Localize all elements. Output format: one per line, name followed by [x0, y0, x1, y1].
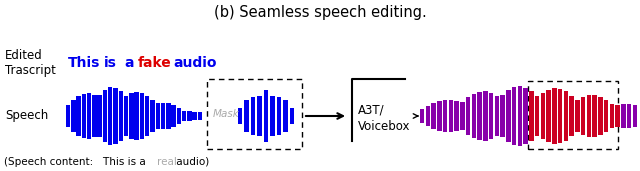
- Bar: [124, 96, 129, 136]
- Bar: [207, 79, 302, 149]
- Bar: [251, 97, 255, 135]
- Bar: [264, 90, 268, 142]
- Bar: [71, 100, 76, 132]
- Bar: [460, 102, 465, 130]
- Bar: [76, 96, 81, 136]
- Bar: [187, 111, 192, 121]
- Text: Edited
Trascript: Edited Trascript: [5, 49, 56, 77]
- Bar: [198, 112, 202, 120]
- Bar: [547, 90, 551, 142]
- Text: audio): audio): [173, 157, 209, 167]
- Bar: [113, 88, 118, 144]
- Bar: [270, 96, 275, 136]
- Bar: [552, 88, 557, 144]
- Bar: [257, 96, 262, 136]
- Text: audio: audio: [174, 56, 218, 70]
- Bar: [535, 96, 540, 136]
- Text: Speech: Speech: [5, 109, 48, 122]
- Bar: [145, 96, 150, 136]
- Bar: [449, 100, 453, 132]
- Bar: [472, 94, 476, 138]
- Bar: [518, 86, 522, 146]
- Bar: [92, 95, 97, 137]
- Bar: [150, 100, 155, 132]
- Bar: [290, 108, 294, 124]
- Bar: [156, 103, 160, 129]
- Bar: [564, 91, 568, 141]
- Bar: [284, 100, 288, 132]
- Bar: [529, 91, 534, 141]
- Bar: [118, 91, 123, 141]
- Bar: [593, 95, 597, 137]
- Bar: [633, 104, 637, 127]
- Bar: [604, 100, 609, 132]
- Bar: [621, 104, 626, 128]
- Bar: [500, 95, 505, 137]
- Text: is: is: [104, 56, 117, 70]
- Bar: [512, 87, 516, 145]
- Bar: [97, 95, 102, 137]
- Bar: [477, 91, 482, 140]
- Text: real: real: [157, 157, 177, 167]
- Bar: [87, 93, 92, 139]
- Bar: [506, 90, 511, 142]
- Bar: [172, 105, 176, 127]
- Bar: [587, 95, 591, 137]
- Bar: [483, 91, 488, 141]
- Bar: [134, 92, 139, 140]
- Bar: [193, 111, 197, 121]
- Bar: [276, 97, 281, 135]
- Bar: [102, 90, 108, 142]
- Bar: [81, 94, 86, 138]
- Bar: [528, 81, 618, 149]
- Bar: [443, 100, 447, 132]
- Bar: [66, 105, 70, 127]
- Bar: [237, 108, 243, 124]
- Bar: [570, 96, 574, 136]
- Bar: [182, 111, 186, 121]
- Bar: [627, 104, 632, 128]
- Bar: [129, 93, 134, 139]
- Bar: [161, 103, 165, 129]
- Text: A3T/
Voicebox: A3T/ Voicebox: [358, 103, 410, 133]
- Text: (Speech content:   This is a: (Speech content: This is a: [4, 157, 149, 167]
- Bar: [610, 103, 614, 128]
- Text: a: a: [125, 56, 134, 70]
- Bar: [108, 87, 113, 145]
- Bar: [558, 89, 563, 143]
- Bar: [598, 97, 603, 135]
- Bar: [541, 93, 545, 139]
- Bar: [426, 106, 430, 126]
- Bar: [140, 93, 144, 139]
- Bar: [524, 88, 528, 144]
- Bar: [489, 93, 493, 139]
- Bar: [420, 109, 424, 123]
- Bar: [431, 103, 436, 129]
- Bar: [166, 103, 171, 129]
- Bar: [495, 96, 499, 136]
- Bar: [437, 101, 442, 131]
- Bar: [454, 101, 459, 131]
- Bar: [616, 105, 620, 127]
- Text: fake: fake: [138, 56, 172, 70]
- Text: (b) Seamless speech editing.: (b) Seamless speech editing.: [214, 5, 426, 21]
- Text: This: This: [68, 56, 100, 70]
- Bar: [466, 97, 470, 135]
- Text: Mask: Mask: [213, 109, 240, 119]
- Bar: [177, 108, 181, 124]
- Bar: [575, 100, 580, 132]
- Bar: [244, 100, 249, 132]
- Bar: [581, 97, 586, 135]
